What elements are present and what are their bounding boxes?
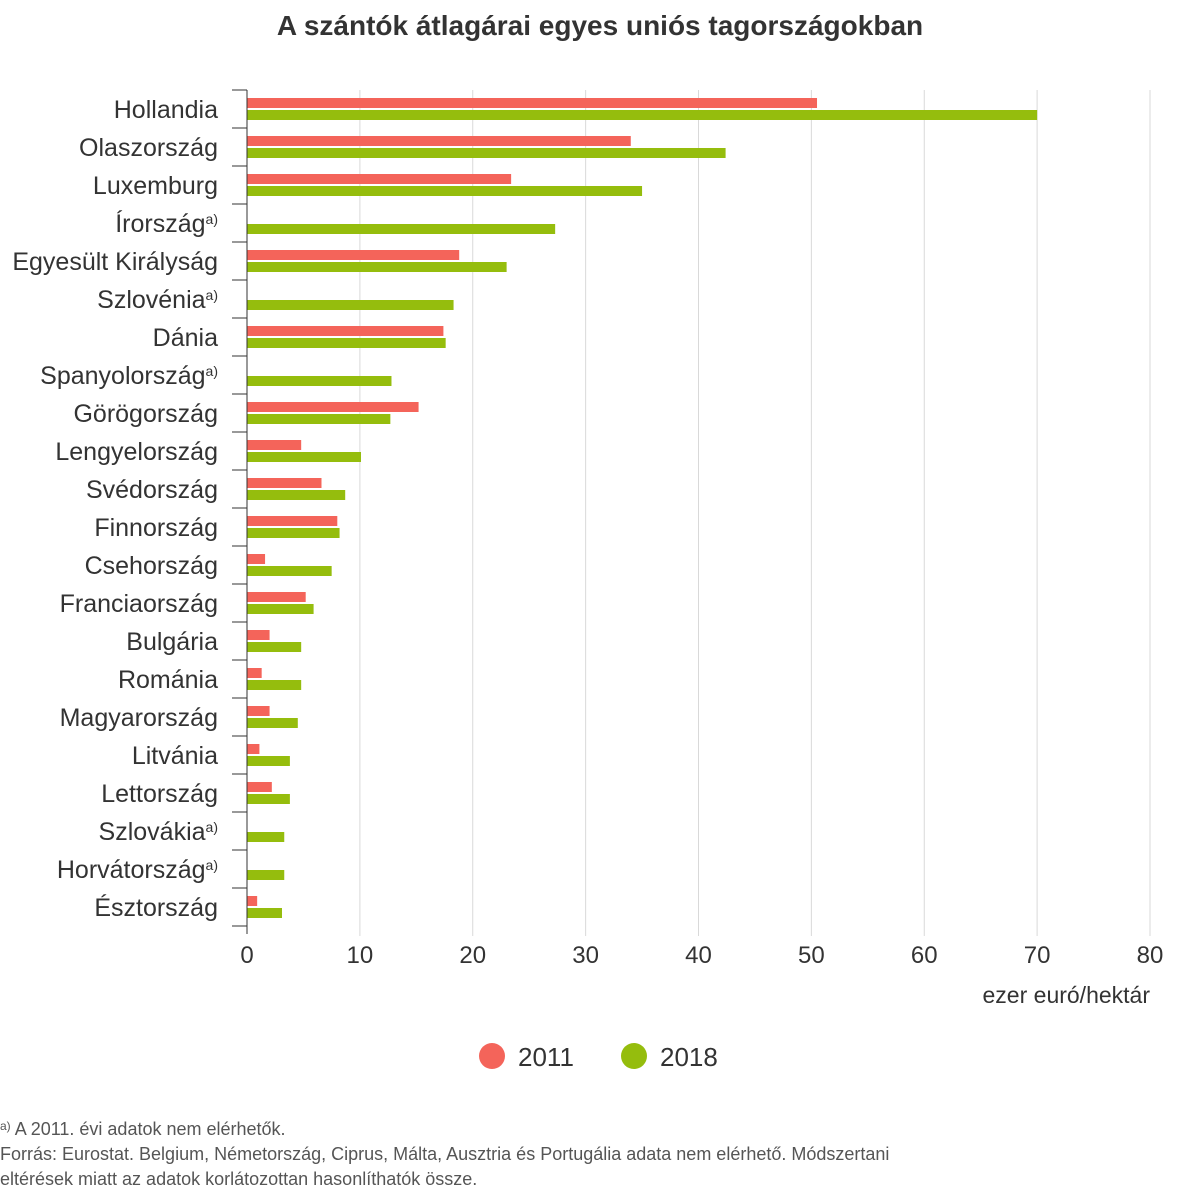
category-label: Franciaország [60, 590, 218, 618]
category-label: Dánia [153, 324, 218, 352]
footnote-a: a) A 2011. évi adatok nem elérhetők. [0, 1114, 1180, 1141]
bar-2011 [247, 668, 262, 678]
bar-2011 [247, 250, 460, 260]
bar-2011 [247, 630, 270, 640]
legend-item-2018[interactable]: 2018 [621, 1042, 718, 1072]
bar-2018 [247, 718, 298, 728]
x-tick-label: 70 [1024, 942, 1051, 969]
category-label: Lengyelország [55, 438, 218, 466]
bar-2018 [247, 376, 392, 386]
footnote-marker: a) [206, 287, 218, 303]
bar-2011 [247, 744, 260, 754]
x-tick-label: 30 [572, 942, 599, 969]
chart-title: A szántók átlagárai egyes uniós tagorszá… [276, 10, 924, 41]
footnote-marker: a) [206, 211, 218, 227]
bar-2011 [247, 896, 258, 906]
bar-2018 [247, 490, 346, 500]
bar-2018 [247, 414, 391, 424]
x-tick-labels: 0 10 20 30 40 50 60 70 80 [240, 942, 1163, 969]
bar-2011 [247, 782, 272, 792]
x-tick-label: 80 [1137, 942, 1164, 969]
x-axis-label: ezer euró/hektár [983, 982, 1151, 1008]
bar-2018 [247, 148, 726, 158]
bar-2018 [247, 604, 314, 614]
bar-2011 [247, 440, 302, 450]
bar-2018 [247, 452, 362, 462]
source-note-line-1: Forrás: Eurostat. Belgium, Németország, … [0, 1144, 890, 1164]
bars [247, 98, 1038, 918]
bar-2011 [247, 478, 322, 488]
bar-2018 [247, 680, 302, 690]
gridlines [359, 90, 1151, 936]
bar-2011 [247, 516, 338, 526]
bar-2018 [247, 756, 290, 766]
legend-item-2011[interactable]: 2011 [479, 1042, 574, 1072]
legend: 2011 2018 [479, 1042, 718, 1072]
x-tick-label: 0 [240, 942, 253, 969]
x-tick-label: 60 [911, 942, 938, 969]
bar-2018 [247, 642, 302, 652]
bar-2011 [247, 136, 631, 146]
category-label: Luxemburg [93, 172, 218, 200]
y-axis [232, 89, 248, 934]
bar-2011 [247, 554, 266, 564]
category-label: Svédország [86, 476, 218, 504]
bar-2011 [247, 98, 818, 108]
bar-2011 [247, 592, 306, 602]
category-label: Szlovéniaa) [97, 286, 218, 314]
category-label: Görögország [73, 400, 218, 428]
category-label: Hollandia [114, 96, 218, 124]
category-label: Románia [118, 666, 218, 694]
category-label: Spanyolországa) [40, 362, 218, 390]
bar-2018 [247, 300, 454, 310]
legend-label: 2011 [518, 1042, 574, 1072]
category-label: Írországa) [115, 209, 218, 238]
source-note-line-2: eltérések miatt az adatok korlátozottan … [0, 1169, 478, 1189]
bar-2018 [247, 186, 643, 196]
bar-2018 [247, 870, 285, 880]
bar-2018 [247, 908, 282, 918]
footnote-a-text: A 2011. évi adatok nem elérhetők. [14, 1119, 286, 1139]
bar-2011 [247, 326, 444, 336]
category-label: Szlovákiaa) [99, 818, 218, 846]
legend-swatch [621, 1043, 647, 1069]
bar-2018 [247, 110, 1038, 120]
category-label: Olaszország [79, 134, 218, 162]
category-label: Horvátországa) [57, 856, 218, 884]
category-label: Egyesült Királyság [12, 248, 218, 276]
category-label: Finnország [94, 514, 218, 542]
legend-swatch [479, 1043, 505, 1069]
category-label: Magyarország [60, 704, 218, 732]
bar-2011 [247, 402, 419, 412]
bar-2011 [247, 706, 270, 716]
bar-2018 [247, 262, 507, 272]
footnote-marker: a) [206, 819, 218, 835]
bar-2018 [247, 528, 340, 538]
category-label: Litvánia [132, 742, 218, 770]
category-label: Csehország [85, 552, 218, 580]
footnote-marker: a) [206, 363, 218, 379]
bar-2018 [247, 566, 332, 576]
x-tick-label: 20 [459, 942, 486, 969]
x-tick-label: 40 [685, 942, 712, 969]
category-labels: Hollandia Olaszország Luxemburg Írországa) E… [12, 96, 218, 922]
bar-2018 [247, 794, 290, 804]
category-label: Lettország [101, 780, 218, 808]
legend-label: 2018 [660, 1042, 718, 1072]
bar-2018 [247, 224, 556, 234]
bar-2018 [247, 338, 446, 348]
category-label: Bulgária [126, 628, 218, 656]
bar-2011 [247, 174, 512, 184]
x-tick-label: 10 [347, 942, 374, 969]
x-tick-label: 50 [798, 942, 825, 969]
category-label: Észtország [94, 893, 218, 922]
footnote-marker: a) [0, 1119, 11, 1133]
bar-2018 [247, 832, 285, 842]
footnote-marker: a) [206, 857, 218, 873]
